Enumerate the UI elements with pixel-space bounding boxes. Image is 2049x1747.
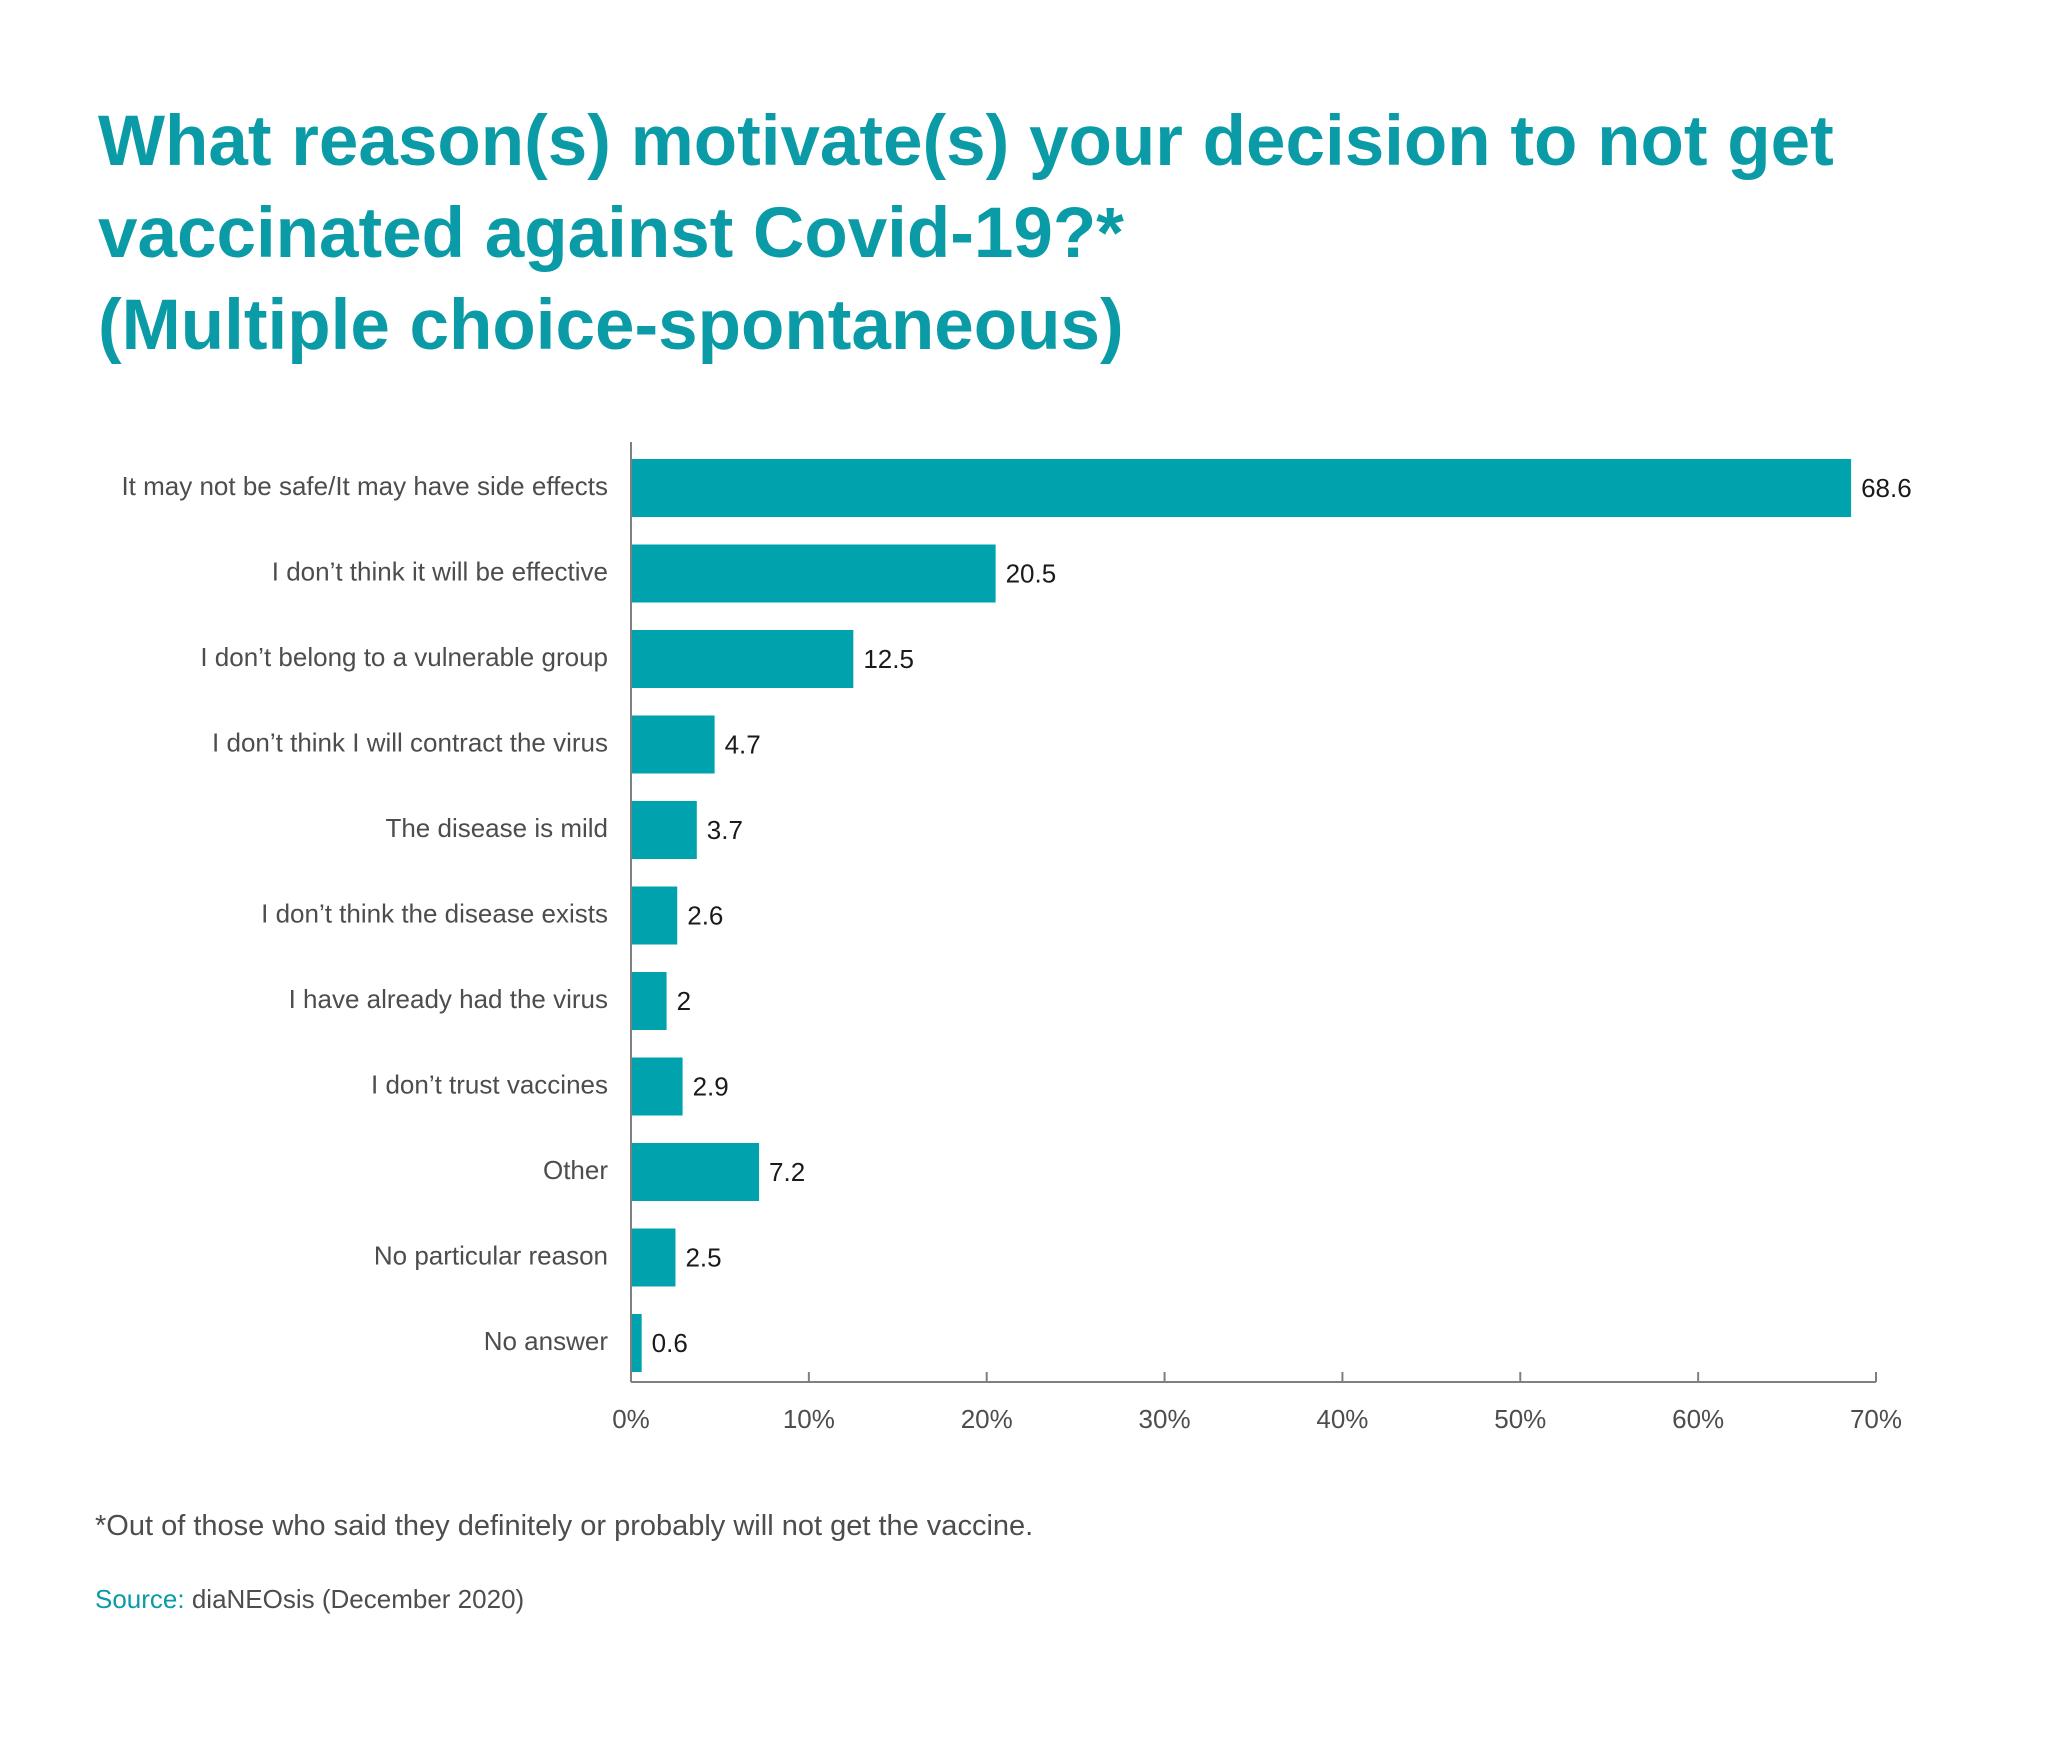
bar [631,1228,676,1287]
x-tick-label: 40% [1316,1404,1368,1434]
value-label: 2.5 [685,1242,721,1272]
bar [631,630,854,688]
footnote: *Out of those who said they definitely o… [95,1510,1034,1542]
value-label: 68.6 [1861,473,1912,503]
x-tick-label: 60% [1672,1404,1724,1434]
value-label: 2.6 [687,900,723,930]
x-tick-label: 20% [961,1404,1013,1434]
value-label: 2 [677,986,691,1016]
value-label: 2.9 [693,1071,729,1101]
value-label: 20.5 [1006,558,1057,588]
category-label: Other [543,1155,608,1185]
bar [631,801,697,859]
category-label: No answer [484,1326,609,1356]
bar [631,715,715,774]
category-label: I have already had the virus [289,984,608,1014]
value-label: 0.6 [652,1328,688,1358]
value-label: 4.7 [725,729,761,759]
bar [631,972,667,1030]
source-label: Source: [95,1584,185,1614]
bar [631,544,996,603]
axis-layer: 0% 10% 20% 30% 40% 50% 60% 70% [612,442,1902,1434]
x-tick-label: 50% [1494,1404,1546,1434]
category-label: I don’t trust vaccines [371,1069,608,1099]
x-tick-label: 70% [1850,1404,1902,1434]
chart-title-line-2: vaccinated against Covid-19?* [98,194,1124,273]
category-label: It may not be safe/It may have side effe… [121,471,608,501]
category-label: No particular reason [374,1240,608,1270]
x-tick-label: 30% [1139,1404,1191,1434]
value-label: 12.5 [863,644,914,674]
source-text: diaNEOsis (December 2020) [184,1584,525,1614]
category-label: I don’t think the disease exists [261,898,608,928]
value-label: 3.7 [707,815,743,845]
source-line: Source: diaNEOsis (December 2020) [95,1584,524,1615]
bar [631,886,678,945]
bar [631,1314,642,1372]
bar [631,459,1852,517]
x-tick-label: 0% [612,1404,650,1434]
value-label: 7.2 [769,1157,805,1187]
bar-chart: It may not be safe/It may have side effe… [121,442,1912,1434]
category-label: I don’t belong to a vulnerable group [200,642,608,672]
category-label: I don’t think it will be effective [272,556,608,586]
category-label: I don’t think I will contract the virus [212,727,608,757]
chart-title-line-1: What reason(s) motivate(s) your decision… [98,102,1834,181]
bars-layer: It may not be safe/It may have side effe… [121,459,1912,1372]
category-label: The disease is mild [385,813,608,843]
chart-title: What reason(s) motivate(s) your decision… [98,96,1998,372]
bar [631,1057,683,1116]
bar [631,1143,760,1201]
chart-title-line-3: (Multiple choice-spontaneous) [98,286,1124,365]
x-tick-label: 10% [783,1404,835,1434]
